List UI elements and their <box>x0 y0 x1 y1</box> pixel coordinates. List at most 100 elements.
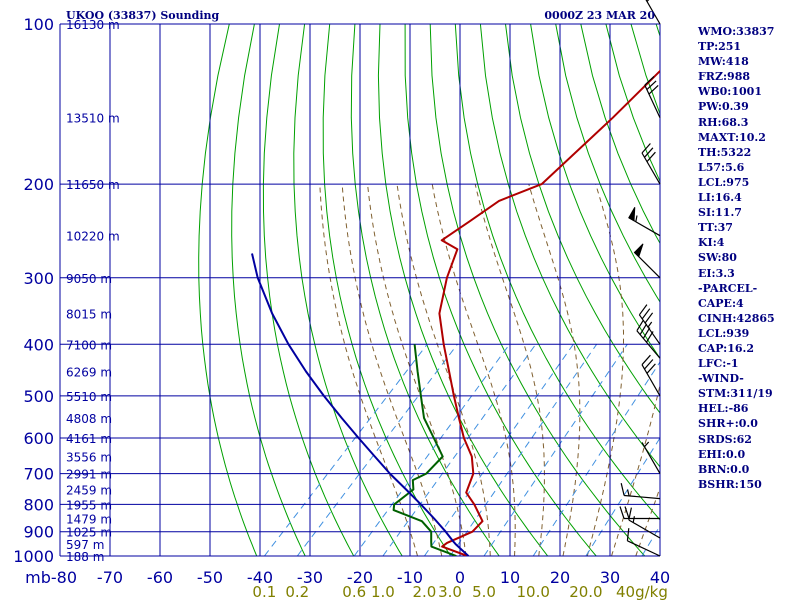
height-label: 6269 m <box>66 366 112 380</box>
wind-barb-shaft <box>624 494 661 500</box>
index-item: FRZ:988 <box>698 70 751 84</box>
wind-barb-shaft <box>636 330 661 359</box>
pressure-tick-label: 800 <box>23 495 54 514</box>
dry-adiabat-line <box>479 24 660 468</box>
moist-adiabat-line <box>431 184 516 556</box>
wind-barb-full <box>644 359 654 370</box>
wind-barb-full <box>646 80 657 91</box>
wind-barb-full <box>644 312 654 324</box>
dry-adiabat-line <box>350 24 500 556</box>
pressure-tick-label: 700 <box>23 465 54 484</box>
wind-barb-half <box>635 215 638 222</box>
sounding-series <box>251 69 660 556</box>
pressure-tick-label: 600 <box>23 429 54 448</box>
wind-barb-half <box>646 0 650 2</box>
wind-barb <box>645 0 661 25</box>
stability-indices-list: WMO:33837 TP:251 MW:418 FRZ:988 WB0:1001 PW:0… <box>698 24 775 492</box>
temperature-tick-label: -70 <box>97 568 123 587</box>
index-item: TP:251 <box>698 40 742 54</box>
index-item: LCL:939 <box>698 326 750 340</box>
dry-adiabat-line <box>404 24 597 556</box>
wind-barb-half <box>632 516 635 523</box>
mixing-ratio-line <box>353 344 510 556</box>
height-label: 10220 m <box>66 230 120 244</box>
index-item: EHI:0.0 <box>698 447 746 461</box>
index-item: SHR+:0.0 <box>698 417 758 431</box>
index-item: EI:3.3 <box>698 266 735 280</box>
dry-adiabat-line <box>293 24 403 556</box>
height-label: 597 m <box>66 538 104 552</box>
index-item: BRN:0.0 <box>698 462 750 476</box>
pressure-tick-label: 200 <box>23 175 54 194</box>
pressure-tick-label: 400 <box>23 335 54 354</box>
wind-barb <box>641 354 661 397</box>
height-label: 16130 m <box>66 18 120 32</box>
mixing-ratio-line <box>585 437 660 556</box>
wind-barb <box>633 243 661 279</box>
index-item: CAPE:4 <box>698 296 744 310</box>
wind-barb-full <box>644 147 654 158</box>
height-label: 13510 m <box>66 112 120 126</box>
mixing-ratio-line <box>483 344 628 556</box>
wind-barb-full <box>620 483 625 496</box>
height-label: 188 m <box>66 550 104 564</box>
mixing-ratio-line <box>449 344 598 556</box>
moist-adiabat-line <box>341 184 443 556</box>
wind-barb-pennant <box>633 243 644 258</box>
wind-barb <box>641 441 661 474</box>
height-label: 8015 m <box>66 307 112 321</box>
index-item: SI:11.7 <box>698 206 742 220</box>
moist-adiabat-line <box>319 184 418 556</box>
wind-barb <box>626 528 661 557</box>
temperature-tick-label: 40 <box>650 568 670 587</box>
index-item: BSHR:150 <box>698 477 762 491</box>
mixing-ratio-label: 40g/kg <box>616 583 668 600</box>
mixing-ratio-line <box>264 343 428 556</box>
wind-barb <box>641 143 661 185</box>
temperature-tick-label: -50 <box>197 568 223 587</box>
dry-adiabat-line <box>322 24 452 556</box>
height-label: 2991 m <box>66 468 112 482</box>
height-label: 4161 m <box>66 432 112 446</box>
temperature-tick-label: -20 <box>347 568 373 587</box>
height-label: 3556 m <box>66 450 112 464</box>
index-item: TH:5322 <box>698 145 752 159</box>
index-item: KI:4 <box>698 236 725 250</box>
dry-adiabat-line <box>262 24 355 556</box>
index-item: LFC:-1 <box>698 357 739 371</box>
index-item: -PARCEL- <box>698 281 758 295</box>
wind-barb-full <box>636 319 645 332</box>
wind-barb-shaft <box>641 152 661 185</box>
index-item: TT:37 <box>698 221 733 235</box>
index-item: HEL:-86 <box>698 402 749 416</box>
wind-barb-shaft <box>638 314 661 345</box>
pressure-tick-label: 100 <box>23 15 54 34</box>
mixing-ratio-line <box>532 361 660 556</box>
wind-barb-full <box>641 354 651 366</box>
index-item: RH:68.3 <box>698 115 749 129</box>
wind-barb-pennant <box>628 207 636 222</box>
dry-adiabat-line <box>231 24 306 556</box>
mixing-ratio-label: 1.0 <box>371 583 395 600</box>
mixing-ratio-label: 3.0 <box>438 583 462 600</box>
wind-barb-shaft <box>641 442 661 474</box>
wind-barb-half <box>627 489 630 497</box>
index-item: PW:0.39 <box>698 100 749 114</box>
index-item: CINH:42865 <box>698 311 775 325</box>
height-label: 7100 m <box>66 338 112 352</box>
dry-adiabat-line <box>580 24 660 245</box>
height-label: 9050 m <box>66 272 112 286</box>
wind-barb-shaft <box>641 364 661 397</box>
index-item: LI:16.4 <box>698 191 742 205</box>
index-item: MW:418 <box>698 55 749 69</box>
wind-barb-shaft <box>628 519 661 539</box>
wind-barb-full <box>639 323 648 335</box>
mixing-ratio-line <box>296 343 458 556</box>
temperature-tick-label: -30 <box>297 568 323 587</box>
wind-barb <box>644 75 661 118</box>
pressure-tick-label: 300 <box>23 269 54 288</box>
height-label: 11650 m <box>66 178 120 192</box>
index-item: SW:80 <box>698 251 737 265</box>
dry-adiabat-line <box>454 24 660 521</box>
